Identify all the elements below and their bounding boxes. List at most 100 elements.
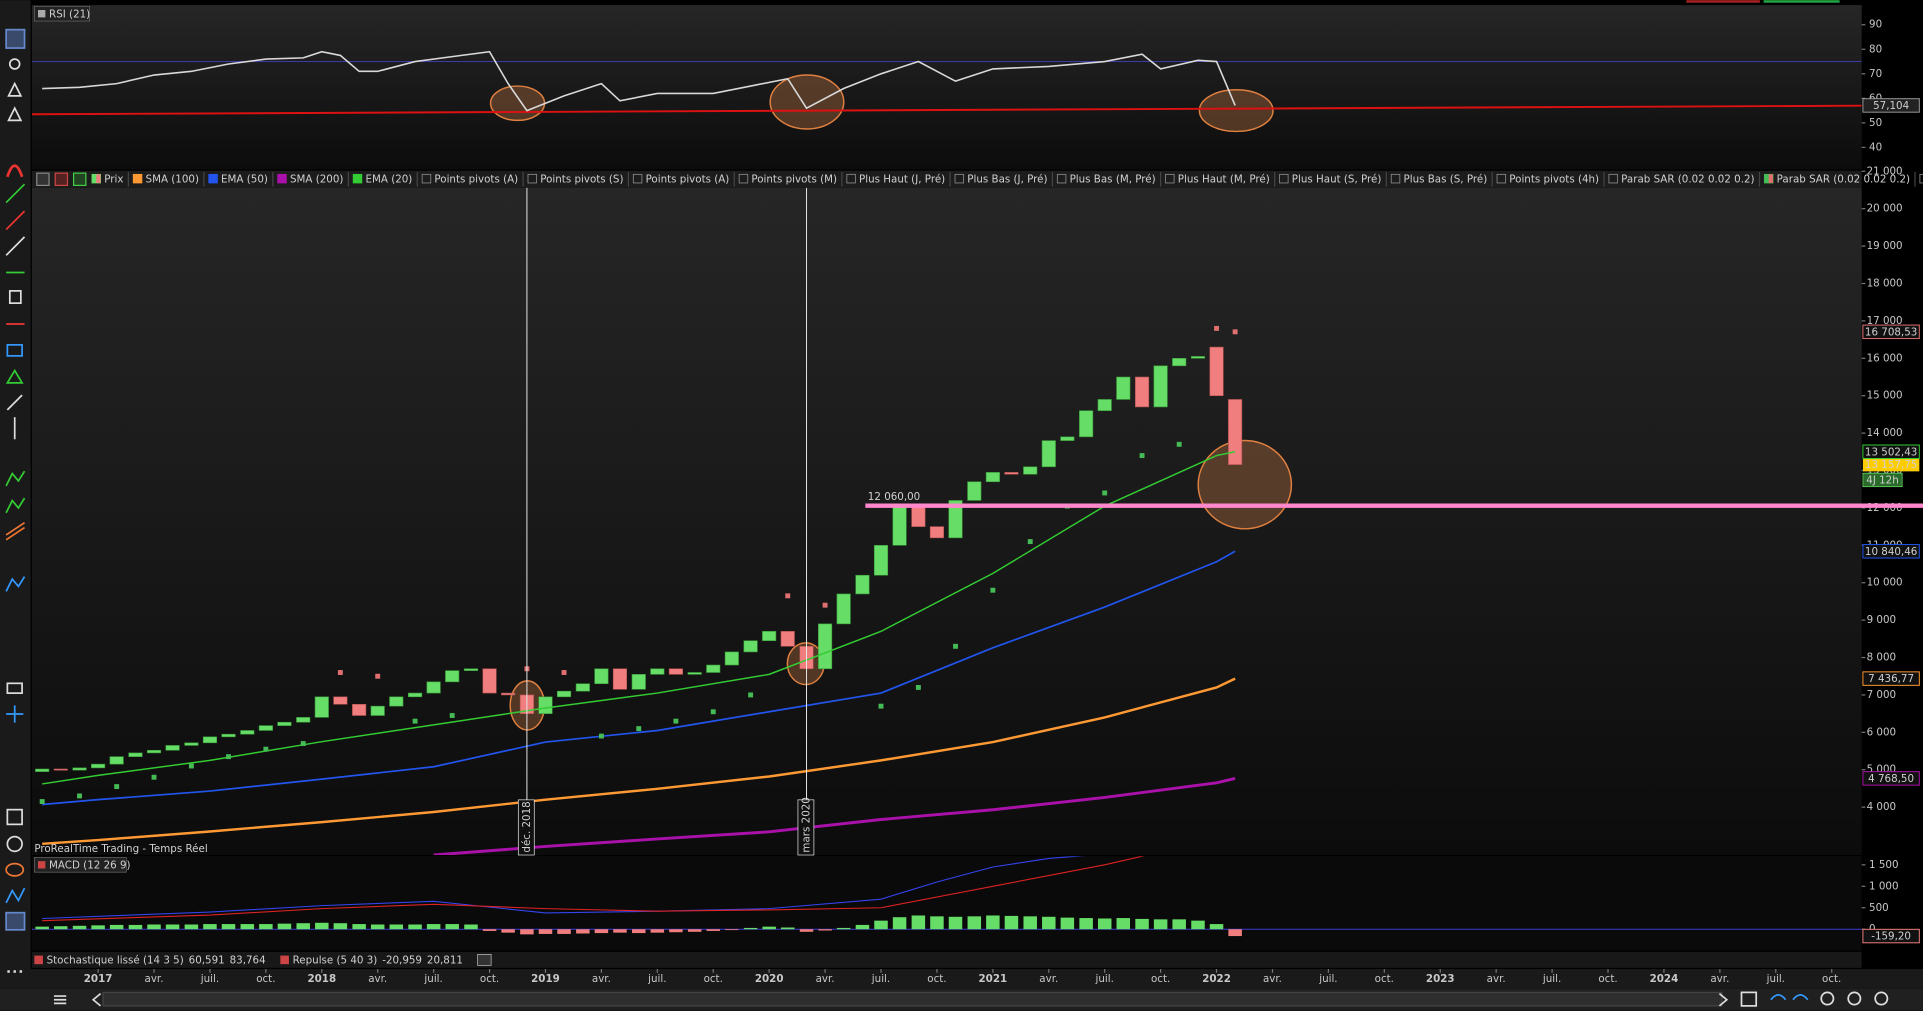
tool-icon[interactable] — [5, 28, 26, 49]
y-tick-label: 40 — [1869, 141, 1882, 153]
sar-dot — [114, 784, 120, 790]
countdown-label: 4J 12h — [1866, 475, 1899, 487]
legend-icon[interactable] — [54, 172, 69, 187]
y-tick-label: 6 000 — [1867, 726, 1896, 738]
calendar-icon[interactable] — [1740, 991, 1758, 1007]
tool-icon[interactable] — [5, 368, 24, 384]
macd-bar — [576, 929, 590, 934]
candle — [165, 745, 180, 751]
macd-bar — [687, 929, 702, 932]
highlight-circle — [1197, 439, 1293, 530]
macd-bar — [277, 923, 292, 930]
candle — [1209, 346, 1224, 397]
date-marker-label: déc. 2018 — [521, 801, 533, 852]
rsi-line — [42, 50, 1236, 112]
x-tick-label: 2023 — [1426, 973, 1455, 985]
indicator-name: Stochastique lissé (14 3 5) — [47, 954, 184, 966]
macd-bar — [874, 920, 888, 930]
tool-icon[interactable] — [5, 210, 26, 231]
macd-bar — [426, 924, 441, 930]
macd-bar — [445, 924, 459, 930]
date-marker-box — [797, 799, 815, 856]
tool-icon[interactable] — [6, 394, 23, 411]
candle — [91, 763, 106, 769]
legend-checkbox — [846, 173, 856, 184]
tool-icon[interactable] — [6, 682, 23, 694]
zoom-icon[interactable] — [1847, 991, 1862, 1006]
tool-icon[interactable] — [6, 705, 24, 723]
sar-dot — [598, 733, 604, 739]
macd-bar — [35, 926, 49, 930]
candle — [706, 664, 721, 673]
candle — [128, 752, 143, 757]
indicator-checkbox — [34, 955, 43, 965]
sar-dot — [39, 799, 45, 804]
toolbar — [0, 0, 31, 989]
candle — [1228, 399, 1243, 465]
legend-icon[interactable] — [72, 172, 87, 187]
legend-entry: Parab SAR (0.02 0.02 0.2) — [1621, 173, 1754, 185]
tool-icon[interactable] — [6, 835, 23, 853]
legend-icons — [36, 172, 87, 187]
panel-checkbox — [38, 10, 46, 18]
candle — [463, 668, 479, 671]
macd-bar — [1153, 919, 1168, 930]
legend-entry: Plus Haut (S, Pré) — [1292, 173, 1382, 185]
candle — [240, 730, 255, 735]
tool-icon[interactable] — [5, 862, 25, 877]
macd-bar — [464, 924, 478, 930]
status-strip — [1763, 0, 1840, 3]
macd-bar — [184, 924, 199, 930]
tool-icon[interactable] — [5, 521, 26, 541]
legend-checkbox — [527, 173, 538, 184]
legend-checkbox — [1608, 173, 1618, 184]
scroll-arrow[interactable] — [91, 992, 102, 1007]
tool-icon[interactable] — [6, 164, 24, 178]
tool-icon[interactable] — [5, 183, 26, 204]
tool-icon[interactable] — [5, 236, 26, 256]
scroll-arrow[interactable] — [1718, 992, 1729, 1007]
candle — [352, 703, 367, 716]
candle — [650, 668, 665, 675]
tool-icon[interactable] — [5, 470, 26, 487]
tool-icon[interactable] — [7, 81, 23, 97]
scroll-track[interactable] — [102, 991, 1723, 1007]
tool-icon[interactable] — [6, 343, 23, 357]
y-tick-label: 12 000 — [1867, 502, 1903, 514]
value-label: 57,104 — [1873, 100, 1909, 112]
undo-icon[interactable] — [1770, 993, 1787, 1001]
panel-title-box — [33, 5, 90, 22]
tool-icon[interactable] — [8, 58, 21, 70]
zoom-icon[interactable] — [1874, 991, 1889, 1006]
zoom-icon[interactable] — [1820, 991, 1835, 1006]
x-tick-label: avr. — [1710, 973, 1729, 985]
candle — [221, 733, 236, 738]
tool-icon[interactable] — [5, 497, 26, 514]
legend-bar — [31, 170, 1862, 188]
x-tick-label: avr. — [145, 973, 164, 985]
x-tick-label: 2018 — [307, 973, 336, 985]
legend-icon[interactable] — [36, 172, 50, 187]
candle — [1041, 440, 1056, 468]
tool-icon[interactable] — [5, 887, 26, 904]
tool-icon[interactable] — [8, 290, 22, 305]
candle — [668, 668, 683, 675]
tool-icon[interactable] — [7, 106, 23, 122]
legend-entry: Parab SAR (0.02 0.02 0.2) — [1777, 173, 1910, 185]
tool-icon[interactable] — [5, 911, 26, 931]
indicator-line — [433, 776, 1236, 856]
candle — [445, 670, 460, 683]
legend-checkbox — [1165, 173, 1175, 184]
legend-checkbox — [352, 173, 363, 184]
menu-icon[interactable] — [53, 995, 67, 1005]
candle — [1079, 410, 1094, 438]
indicator-value: 60,591 — [189, 954, 225, 966]
macd-line — [42, 856, 1084, 920]
redo-icon[interactable] — [1792, 993, 1809, 1001]
x-tick-label: juil. — [1542, 973, 1561, 985]
value-label: 7 436,77 — [1868, 673, 1914, 685]
tool-icon[interactable] — [5, 576, 26, 592]
tool-icon[interactable] — [6, 808, 23, 826]
macd-bar — [389, 924, 404, 930]
legend-entry: Plus Haut (M, Pré) — [1178, 173, 1270, 185]
